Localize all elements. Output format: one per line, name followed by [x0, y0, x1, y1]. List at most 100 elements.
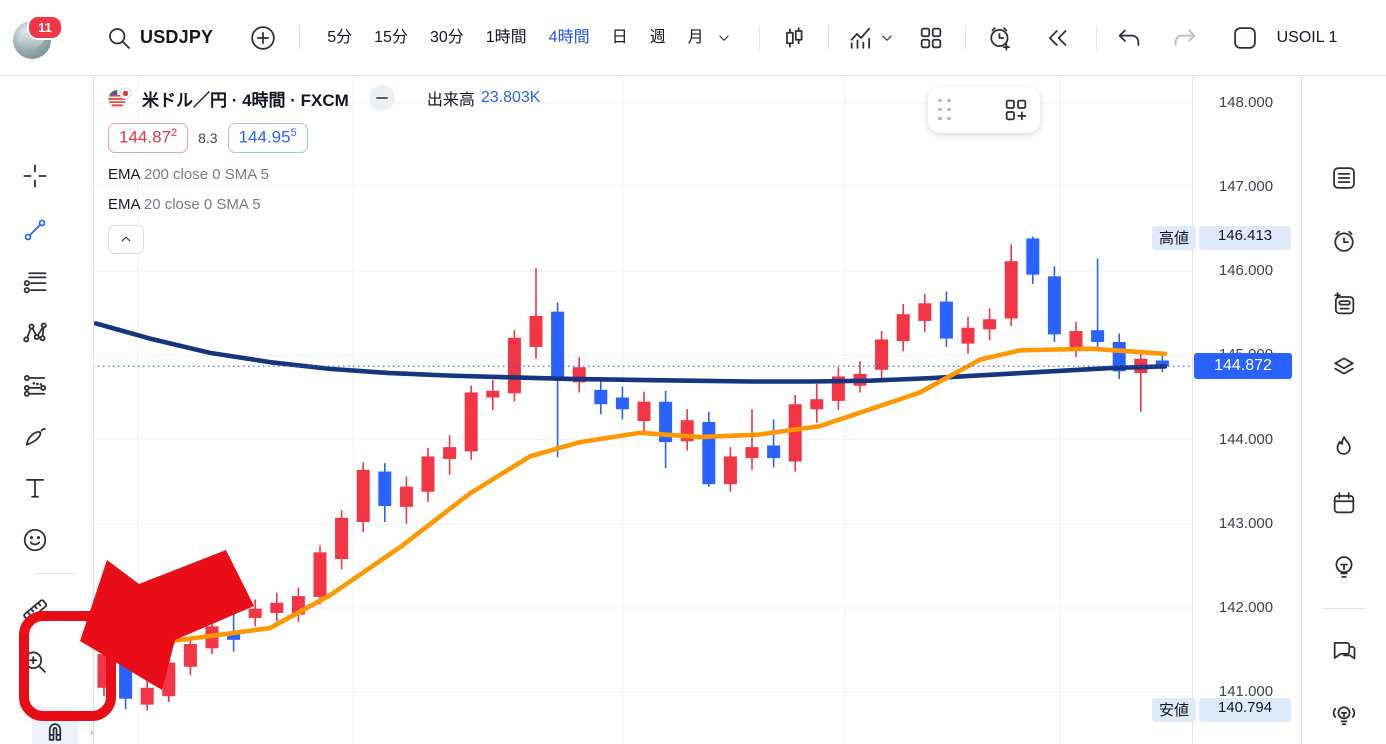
high-label: 高値 [1152, 225, 1197, 250]
indicator-legend-ema200[interactable]: EMA 200 close 0 SMA 5 [108, 165, 269, 183]
layout-grid-button[interactable] [911, 18, 951, 58]
rewind-icon [1048, 29, 1067, 46]
crosshair-icon [23, 164, 47, 188]
buy-button[interactable]: 144.955 [227, 123, 308, 153]
timeframe-button[interactable]: 月 [687, 28, 704, 46]
chart-title[interactable]: 米ドル／円 · 4時間 · FXCM [142, 90, 349, 110]
indicators-button[interactable] [841, 18, 881, 58]
emoji-tool[interactable] [15, 520, 55, 560]
timeframe-group: 5分 15分 30分 1時間 4時間 日 週 月 [316, 19, 714, 57]
hotlists-button[interactable] [1324, 427, 1364, 467]
toolbar-expand-handle[interactable]: › [90, 725, 94, 739]
chevron-down-icon [718, 35, 729, 41]
watchlist-icon [1333, 167, 1355, 189]
high-value: 146.413 [1199, 225, 1292, 250]
chevron-down-icon [881, 35, 892, 41]
calendar-button[interactable] [1324, 483, 1364, 523]
pattern-xabcd-tool[interactable] [15, 313, 55, 353]
flame-icon [1336, 436, 1351, 455]
price-tick: 142.000 [1218, 598, 1274, 616]
symbol-search-value: USDJPY [140, 27, 214, 47]
forecast-lines-icon [23, 375, 47, 397]
legend-collapse-button[interactable] [108, 224, 144, 254]
collapse-symbol-button[interactable] [368, 85, 395, 111]
timeframe-menu-button[interactable] [711, 18, 737, 58]
undo-icon [1118, 29, 1139, 46]
timeframe-button[interactable]: 日 [611, 28, 628, 46]
magnet-icon [48, 723, 62, 741]
price-tick: 141.000 [1218, 682, 1274, 700]
volume-value: 23.803K [480, 89, 541, 106]
high-price-tag: 高値 146.413 [1152, 225, 1292, 250]
divider [34, 573, 76, 574]
floating-widget-bar[interactable] [928, 87, 1040, 133]
measure-tool[interactable] [15, 590, 55, 630]
journal-button[interactable] [1324, 284, 1364, 324]
xabcd-pattern-icon [23, 322, 47, 343]
divider [827, 25, 829, 50]
chat-button[interactable] [1324, 631, 1364, 671]
chart-pane[interactable]: 米ドル／円 · 4時間 · FXCM 出来高 23.803K 144.872 8… [93, 75, 1192, 744]
broadcast-bulb-icon [1332, 706, 1356, 726]
app-logo[interactable]: 11 [13, 14, 63, 59]
indicator-legend-ema20[interactable]: EMA 20 close 0 SMA 5 [108, 195, 261, 213]
divider [1095, 25, 1097, 50]
prediction-tool[interactable] [15, 365, 55, 405]
ideas-button[interactable] [1324, 547, 1364, 587]
pane-header: 米ドル／円 · 4時間 · FXCM 出来高 23.803K 144.872 8… [108, 85, 540, 254]
divider [964, 25, 966, 50]
create-alert-button[interactable] [980, 18, 1020, 58]
alerts-button[interactable] [1324, 221, 1364, 261]
redo-icon [1174, 29, 1195, 46]
object-tree-button[interactable] [1324, 346, 1364, 386]
watchlist-button[interactable] [1324, 158, 1364, 198]
text-tool[interactable] [15, 468, 55, 508]
spread-value: 8.3 [198, 129, 218, 146]
timeframe-button[interactable]: 週 [649, 28, 666, 46]
timeframe-button[interactable]: 1時間 [485, 28, 527, 46]
watchlist-checkbox[interactable] [1225, 18, 1265, 58]
zoom-in-tool[interactable] [15, 642, 55, 682]
undo-button[interactable] [1109, 18, 1149, 58]
quote-row: 144.872 8.3 144.955 [108, 123, 540, 153]
live-ideas-button[interactable] [1324, 694, 1364, 734]
indicators-icon [850, 27, 870, 49]
timeframe-button[interactable]: 5分 [327, 28, 353, 46]
add-widget-icon[interactable] [1002, 96, 1030, 124]
price-tick: 143.000 [1218, 514, 1274, 532]
candlestick-chart[interactable] [93, 75, 1192, 744]
low-value: 140.794 [1199, 698, 1292, 723]
symbol-search[interactable]: USDJPY [105, 24, 213, 52]
bar-replay-button[interactable] [1038, 18, 1078, 58]
low-label: 安値 [1152, 698, 1197, 723]
magnet-tool[interactable] [32, 707, 78, 744]
trend-line-tool[interactable] [15, 210, 55, 250]
divider [758, 25, 760, 50]
indicator-templates-button[interactable] [875, 18, 899, 58]
timeframe-button[interactable]: 4時間 [548, 28, 590, 46]
fib-lines-icon [23, 272, 47, 294]
drawing-toolbar: › [0, 75, 94, 744]
price-tick: 146.000 [1218, 262, 1274, 280]
chat-bubbles-icon [1333, 641, 1356, 660]
crosshair-tool[interactable] [15, 156, 55, 196]
low-price-tag: 安値 140.794 [1152, 698, 1292, 723]
price-tick: 144.000 [1218, 430, 1274, 448]
ruler-icon [23, 599, 48, 622]
redo-button[interactable] [1165, 18, 1205, 58]
divider [299, 25, 301, 50]
plus-circle-icon [251, 25, 275, 50]
timeframe-button[interactable]: 15分 [374, 28, 408, 46]
volume-readout: 出来高 23.803K [427, 86, 541, 110]
smiley-icon [23, 528, 47, 552]
fib-retracement-tool[interactable] [15, 262, 55, 302]
watchlist-symbol[interactable]: USOIL 1 [1276, 28, 1338, 46]
price-axis[interactable]: 148.000147.000146.000145.000144.000143.0… [1152, 75, 1303, 744]
drag-handle-icon[interactable] [938, 98, 952, 122]
sell-button[interactable]: 144.872 [108, 123, 189, 153]
brush-tool[interactable] [15, 416, 55, 456]
chart-style-button[interactable] [774, 18, 814, 58]
compare-add-button[interactable] [243, 18, 283, 58]
zoom-in-icon [24, 651, 46, 673]
timeframe-button[interactable]: 30分 [429, 28, 464, 46]
